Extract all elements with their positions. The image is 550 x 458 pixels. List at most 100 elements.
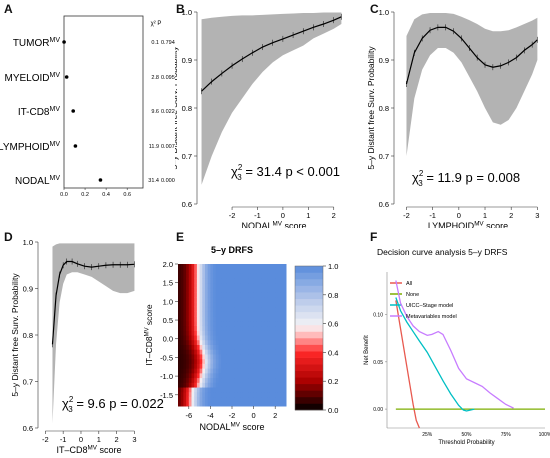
panel-e-heat-cell (283, 320, 287, 327)
panel-e-heat-cell (272, 268, 276, 274)
panel-f-series-line (395, 300, 421, 429)
panel-b-ytick-label: 0.8 (182, 104, 192, 113)
panel-e-heat-cell (186, 358, 190, 364)
panel-e-heat-cell (261, 320, 265, 327)
panel-e-heat-cell (248, 339, 252, 345)
panel-e-ytick-label: 1.5 (163, 279, 173, 288)
panel-e-heat-cell (256, 306, 260, 312)
panel-e-heat-cell (245, 287, 249, 293)
panel-e-heat-cell (180, 264, 184, 270)
panel-e-heat-cell (245, 391, 249, 398)
panel-d-xlabel: IT–CD8MV score (57, 444, 122, 455)
panel-e-heat-cell (229, 387, 233, 393)
panel-e-heat-cell (232, 377, 236, 383)
panel-e-heat-cell (194, 282, 198, 289)
panel-e-heat-cell (229, 377, 233, 383)
panel-e-heat-cell (199, 344, 203, 350)
panel-f-ytick-label: 0.05 (373, 360, 383, 366)
panel-e-heat-cell (256, 391, 260, 398)
panel-e-heat-cell (191, 391, 195, 398)
panel-e-heat-cell (205, 306, 209, 312)
panel-e-heat-cell (232, 292, 236, 298)
panel-a-dotplot: χ² P TUMORMV 0.10.7944 MYELOIDMV 2.80.0957 IT… (0, 15, 175, 198)
panel-e-heat-cell (253, 297, 257, 303)
panel-e-heat-cell (178, 301, 182, 308)
panel-e-heat-cell (183, 368, 187, 374)
panel-e-heat-cell (196, 268, 201, 274)
panel-e-heat-cell (194, 372, 198, 379)
panel-e-heat-cell (205, 282, 209, 289)
panel-e-heat-cell (218, 401, 222, 407)
panel-e-heat-cell (221, 311, 225, 317)
panel-b-xtick-label: 1 (306, 211, 310, 220)
panel-e-heat-cell (275, 377, 279, 383)
panel-e-heat-cell (269, 377, 273, 383)
panel-e-heat-cell (199, 358, 203, 364)
panel-e-heat-cell (188, 396, 192, 402)
panel-e-heat-cell (280, 377, 284, 383)
panel-e-heat-cell (283, 339, 287, 345)
panel-e-heat-cell (191, 325, 195, 331)
panel-e-heat-cell (267, 335, 271, 341)
panel-e-heat-cell (210, 344, 214, 350)
panel-e-heat-cell (234, 368, 238, 374)
panel-e-heat-cell (272, 292, 276, 298)
panel-e-heat-cell (215, 316, 219, 322)
panel-e-heat-cell (218, 320, 222, 327)
panel-e-heat-cell (261, 292, 265, 298)
panel-e-heat-cell (269, 363, 273, 369)
panel-e-heat-cell (223, 292, 228, 298)
panel-e-heat-cell (213, 292, 217, 298)
panel-e-heat-cell (180, 325, 184, 331)
panel-e-colorbar-band (295, 266, 323, 273)
panel-e-heat-cell (248, 349, 252, 355)
panel-f-xtick-label: 75% (501, 432, 512, 438)
panel-e-heat-cell (183, 282, 187, 289)
panel-e-heat-cell (199, 349, 203, 355)
panel-d-xtick-label: 3 (132, 435, 136, 444)
panel-e-heat-cell (272, 387, 276, 393)
panel-e-heat-cell (234, 377, 238, 383)
panel-e-heat-cell (194, 273, 198, 279)
panel-e-ylabel: IT–CD8MV score (144, 304, 154, 366)
panel-e-heat-cell (196, 335, 201, 341)
panel-e-heat-cell (245, 273, 249, 279)
panel-e-heat-cell (259, 391, 263, 398)
panel-e-heat-cell (180, 358, 184, 364)
panel-e-heat-cell (232, 335, 236, 341)
panel-e-heat-cell (221, 368, 225, 374)
panel-e-heat-cell (269, 311, 273, 317)
panel-e-heat-cell (199, 278, 203, 284)
panel-e-heat-cell (242, 311, 246, 317)
panel-e-heat-cell (210, 368, 214, 374)
panel-e-heat-cell (180, 387, 184, 393)
panel-e-heat-cell (242, 297, 246, 303)
panel-e-heat-cell (248, 278, 252, 284)
panel-e-heat-cell (205, 396, 209, 402)
panel-e-heat-cell (229, 306, 233, 312)
panel-e-heat-cell (280, 401, 284, 407)
panel-e-heat-cell (178, 297, 182, 303)
panel-e-heat-cell (264, 325, 268, 331)
panel-e-heat-cell (253, 287, 257, 293)
panel-e-heat-cell (180, 278, 184, 284)
panel-e-heat-cell (223, 391, 228, 398)
panel-e-heat-cell (256, 349, 260, 355)
panel-e-heat-cell (267, 349, 271, 355)
panel-e-heat-cell (267, 325, 271, 331)
panel-label-c: C (370, 2, 379, 16)
panel-e-heat-cell (191, 330, 195, 336)
panel-e-heat-cell (250, 273, 255, 279)
panel-e-heat-cell (196, 273, 201, 279)
panel-e-heat-cell (256, 316, 260, 322)
panel-e-heat-cell (188, 377, 192, 383)
panel-e-heat-cell (207, 363, 211, 369)
panel-e-heat-cell (277, 377, 282, 383)
panel-e-heat-cell (180, 391, 184, 398)
panel-e-heat-cell (277, 372, 282, 379)
panel-e-heat-cell (253, 306, 257, 312)
panel-e-heat-cell (205, 335, 209, 341)
panel-e-heat-cell (242, 278, 246, 284)
panel-e-heat-cell (256, 401, 260, 407)
panel-e-heat-cell (210, 391, 214, 398)
